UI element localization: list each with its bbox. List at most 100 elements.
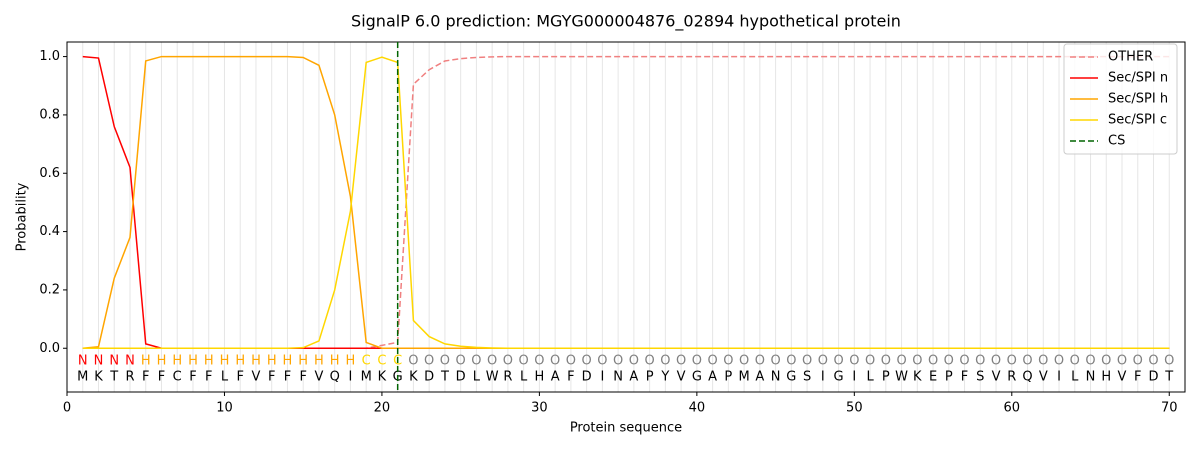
plot-frame — [66, 41, 1186, 393]
residue: G — [834, 370, 844, 385]
residue: P — [646, 370, 654, 385]
residue: M — [361, 370, 372, 385]
residue: Y — [660, 370, 669, 385]
region-label: O — [566, 354, 576, 369]
residue: K — [94, 370, 103, 385]
residue: S — [976, 370, 984, 385]
residue: F — [961, 370, 968, 385]
residue: P — [882, 370, 890, 385]
residue: I — [349, 370, 353, 385]
region-label: O — [1101, 354, 1111, 369]
chart-title: SignalP 6.0 prediction: MGYG000004876_02… — [351, 12, 901, 32]
residue: R — [503, 370, 512, 385]
region-label: O — [456, 354, 466, 369]
region-label: O — [928, 354, 938, 369]
region-label: O — [471, 354, 481, 369]
residue: N — [1086, 370, 1096, 385]
residue: L — [473, 370, 481, 385]
legend-label: OTHER — [1108, 50, 1153, 65]
residue: K — [378, 370, 387, 385]
region-label: O — [865, 354, 875, 369]
residue: V — [992, 370, 1001, 385]
x-tick-label: 20 — [374, 401, 391, 416]
x-axis-label: Protein sequence — [570, 421, 682, 436]
region-label: O — [1007, 354, 1017, 369]
residue: M — [738, 370, 749, 385]
region-label: H — [188, 354, 198, 369]
residue: V — [252, 370, 261, 385]
residue: D — [424, 370, 434, 385]
residue: P — [724, 370, 732, 385]
x-tick-label: 30 — [531, 401, 548, 416]
region-label: H — [220, 354, 230, 369]
region-label: O — [1164, 354, 1174, 369]
region-label: O — [660, 354, 670, 369]
residue: K — [409, 370, 418, 385]
residue: A — [629, 370, 638, 385]
legend-label: Sec/SPI c — [1108, 113, 1167, 128]
region-label: H — [172, 354, 182, 369]
region-label: O — [597, 354, 607, 369]
residue: A — [551, 370, 560, 385]
region-label: N — [109, 354, 119, 369]
region-label: O — [975, 354, 985, 369]
region-label: H — [330, 354, 340, 369]
residue: I — [600, 370, 604, 385]
residue: N — [771, 370, 781, 385]
region-label: O — [582, 354, 592, 369]
region-label: O — [676, 354, 686, 369]
region-label: O — [629, 354, 639, 369]
region-label: H — [314, 354, 324, 369]
residue: I — [1057, 370, 1061, 385]
residue: L — [1071, 370, 1079, 385]
residue: F — [158, 370, 165, 385]
residue: Q — [1022, 370, 1032, 385]
residue: F — [268, 370, 275, 385]
legend-label: CS — [1108, 134, 1125, 149]
region-label: O — [408, 354, 418, 369]
region-label: O — [424, 354, 434, 369]
region-label: O — [896, 354, 906, 369]
region-label: O — [833, 354, 843, 369]
region-label: O — [723, 354, 733, 369]
x-tick-label: 10 — [216, 401, 233, 416]
region-label: N — [125, 354, 135, 369]
region-label: N — [78, 354, 88, 369]
region-label: H — [235, 354, 245, 369]
residue: W — [486, 370, 499, 385]
residue: L — [520, 370, 528, 385]
region-label: O — [613, 354, 623, 369]
residue: D — [1148, 370, 1158, 385]
region-label: O — [1117, 354, 1127, 369]
residue: L — [866, 370, 874, 385]
residue: D — [582, 370, 592, 385]
region-label: O — [959, 354, 969, 369]
residue: F — [1134, 370, 1141, 385]
residue: N — [613, 370, 623, 385]
residue: T — [1164, 370, 1173, 385]
residue: F — [299, 370, 306, 385]
region-label: O — [802, 354, 812, 369]
residue: A — [708, 370, 717, 385]
y-axis-label: Probability — [15, 182, 30, 251]
residue: T — [109, 370, 118, 385]
region-label: O — [692, 354, 702, 369]
region-label: O — [1054, 354, 1064, 369]
residue: G — [786, 370, 796, 385]
legend-box — [1063, 43, 1178, 155]
residue: E — [929, 370, 937, 385]
region-label: O — [944, 354, 954, 369]
residue: C — [173, 370, 182, 385]
x-tick-label: 40 — [689, 401, 706, 416]
region-label: O — [645, 354, 655, 369]
residue: S — [803, 370, 811, 385]
region-label: O — [707, 354, 717, 369]
region-label: O — [912, 354, 922, 369]
residue: A — [755, 370, 764, 385]
residue: Q — [330, 370, 340, 385]
region-label: O — [818, 354, 828, 369]
region-label: O — [487, 354, 497, 369]
region-label: O — [849, 354, 859, 369]
